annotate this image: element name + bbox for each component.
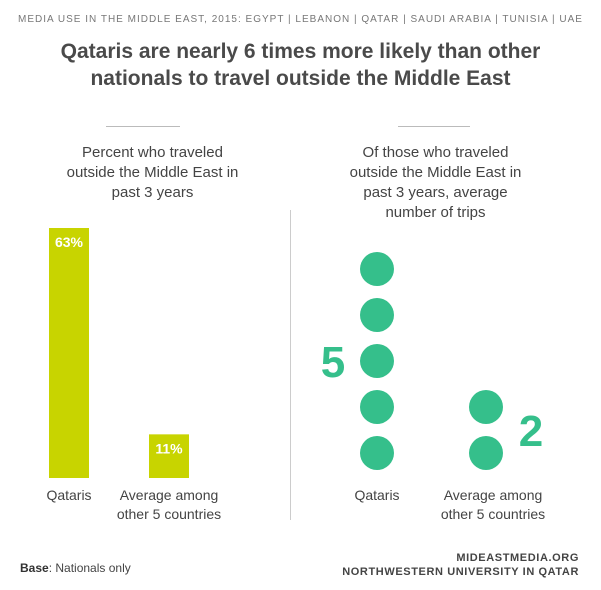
right-panel-title-line-1: Of those who traveled: [362, 144, 509, 161]
base-note-label: Base: [20, 561, 49, 575]
trip-dot-others: [469, 390, 503, 424]
trip-dot-qataris: [360, 344, 394, 378]
left-title-rule: [106, 126, 180, 127]
bar-category-label-qataris: Qataris: [46, 487, 91, 503]
trip-dot-qataris: [360, 252, 394, 286]
trip-dot-qataris: [360, 390, 394, 424]
left-panel-title-line-2: outside the Middle East in: [66, 164, 239, 181]
dot-category-label-qataris: Qataris: [354, 487, 399, 503]
supertitle: MEDIA USE IN THE MIDDLE EAST, 2015: EGYP…: [18, 14, 583, 25]
right-panel-title-line-4: number of trips: [385, 204, 486, 221]
right-panel-title-line-3: past 3 years, average: [363, 184, 508, 201]
bar-value-label-qataris: 63%: [55, 234, 84, 250]
dot-category-label-others: Average among: [444, 487, 543, 503]
right-title-rule: [398, 126, 470, 127]
trip-count-label-qataris: 5: [321, 338, 345, 387]
left-panel-title-line-3: past 3 years: [111, 184, 194, 201]
trip-dot-qataris: [360, 436, 394, 470]
source-credit-line-2: NORTHWESTERN UNIVERSITY IN QATAR: [342, 566, 579, 578]
chart-headline: Qataris are nearly 6 times more likely t…: [20, 38, 581, 92]
bar-qataris: [49, 228, 89, 478]
bar-value-label-others: 11%: [155, 440, 183, 456]
trip-count-label-others: 2: [519, 407, 543, 456]
panel-divider: [290, 210, 291, 520]
right-panel-title: Of those who traveled outside the Middle…: [308, 143, 563, 223]
bar-category-label-others: other 5 countries: [117, 506, 221, 522]
left-panel-title-line-1: Percent who traveled: [82, 144, 223, 161]
left-panel-title: Percent who traveled outside the Middle …: [20, 143, 285, 203]
source-credit: MIDEASTMEDIA.ORG NORTHWESTERN UNIVERSITY…: [342, 551, 579, 579]
base-note-text: : Nationals only: [48, 561, 131, 575]
source-credit-line-1: MIDEASTMEDIA.ORG: [456, 552, 579, 564]
headline-line-2: nationals to travel outside the Middle E…: [90, 67, 511, 90]
trip-dot-others: [469, 436, 503, 470]
base-note: Base: Nationals only: [20, 561, 131, 575]
headline-line-1: Qataris are nearly 6 times more likely t…: [60, 40, 541, 63]
bar-others: [149, 434, 189, 478]
bar-category-label-others: Average among: [120, 487, 219, 503]
right-panel-title-line-2: outside the Middle East in: [349, 164, 522, 181]
dot-category-label-others: other 5 countries: [441, 506, 545, 522]
trip-dot-qataris: [360, 298, 394, 332]
